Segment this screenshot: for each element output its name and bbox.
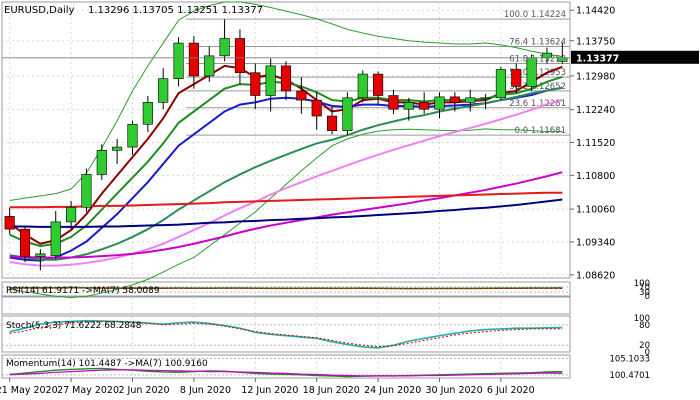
momentum-axis-label: 100.4701 (609, 371, 650, 381)
candle-body (342, 97, 353, 131)
stoch-line (9, 320, 563, 348)
moving-average-line (9, 191, 563, 209)
price-axis: 1.14420 1.13750 1.12980 1.12240 1.11520 1.108… (570, 6, 699, 281)
grid-layer (1, 1, 571, 379)
candle-body (265, 65, 276, 96)
rsi-line (9, 287, 563, 290)
candle-body (234, 38, 246, 74)
panel-frame (1, 315, 571, 353)
candle-body (296, 90, 307, 101)
candle-body (434, 96, 445, 110)
time-tick-label: 30 Jun 2020 (426, 385, 483, 396)
candle-body (35, 253, 46, 257)
candle-body (127, 123, 138, 148)
stoch-axis-label: 0 (645, 348, 650, 358)
candle-body (19, 228, 31, 257)
moving-average-line (9, 171, 563, 259)
candle-body (280, 65, 292, 92)
panel-frame (1, 1, 571, 279)
fib-level-label: 23.6 1.12281 (509, 99, 566, 109)
candle-body (480, 97, 491, 100)
rsi-axis-label: 0 (645, 292, 650, 302)
panel-frame (1, 296, 571, 315)
bollinger-band-lower (9, 128, 563, 299)
time-tick-label: 18 Jun 2020 (303, 385, 360, 396)
time-tick-label: 8 Jun 2020 (180, 385, 231, 396)
rsi-axis-label: 70 (639, 283, 650, 293)
momentum-label: Momentum(14) 101.4487 ->MA(7) 100.9160 (6, 359, 208, 369)
time-tick-label: 12 Jun 2020 (241, 385, 298, 396)
candle-body (219, 38, 230, 57)
time-tick-label: 21 May 2020 (0, 385, 58, 396)
stoch-axis-label: 100 (634, 314, 650, 324)
candle-body (388, 95, 399, 110)
ohlc-readout: 1.13296 1.13705 1.13251 1.13377 (88, 5, 263, 16)
candle-body (465, 97, 476, 103)
candle-body (112, 146, 123, 151)
candle-body (96, 149, 107, 175)
last-price-label: 1.13377 (576, 53, 619, 64)
price-tick-label: 1.14420 (576, 6, 615, 17)
fib-level-label: 50.0 1.12953 (509, 68, 566, 78)
stoch-axis-label: 80 (639, 321, 650, 331)
candle-body (81, 174, 92, 208)
candle-body (373, 73, 384, 96)
time-tick-label: 2 Jun 2020 (118, 385, 169, 396)
price-tick-label: 1.08620 (576, 270, 615, 281)
candle-body (449, 96, 460, 103)
fib-level-label: 76.4 1.13624 (509, 38, 566, 48)
candle-body (204, 55, 215, 77)
candle-body (4, 216, 15, 230)
candle-body (173, 42, 184, 79)
time-tick-label: 24 Jun 2020 (364, 385, 421, 396)
candle-body (511, 69, 522, 87)
candle-body (357, 73, 368, 99)
panel-frame (1, 354, 571, 379)
fib-level-label: 61.8 1.13253 (509, 54, 566, 64)
price-tick-label: 1.09340 (576, 237, 615, 248)
candle-body (557, 57, 568, 62)
candle-body (250, 72, 261, 96)
candle-body (158, 78, 169, 103)
candle-body (495, 69, 506, 99)
price-tick-label: 1.13750 (576, 36, 615, 47)
candle-body (541, 52, 553, 58)
candlesticks (2, 19, 570, 271)
candle-body (50, 221, 61, 256)
chart-title: EURUSD,Daily (4, 5, 75, 16)
candle-body (66, 206, 77, 223)
candle-body (311, 99, 322, 117)
stoch-label: Stoch(5,3,3) 71.6222 68.2848 (6, 321, 142, 331)
last-price-tag (571, 50, 699, 64)
stoch-axis-label: 20 (639, 341, 650, 351)
time-tick-label: 27 May 2020 (57, 385, 119, 396)
panel-frame (1, 281, 571, 297)
candle-body (403, 102, 414, 110)
candle-body (188, 42, 199, 77)
time-tick-label: 6 Jul 2020 (487, 385, 535, 396)
momentum-line (9, 369, 563, 377)
candle-body (326, 115, 338, 131)
moving-average-line (9, 198, 563, 228)
candle-body (419, 102, 430, 110)
price-tick-label: 1.10800 (576, 171, 615, 182)
candle-body (526, 57, 537, 87)
time-axis: 21 May 2020 27 May 2020 2 Jun 2020 8 Jun 20… (0, 378, 535, 396)
momentum-axis-label: 105.1033 (609, 354, 650, 364)
candle-body (142, 102, 153, 125)
momentum-line (9, 367, 563, 378)
price-tick-label: 1.12980 (576, 71, 615, 82)
rsi-label: RSI(14) 61.9171 ->MA(7) 58.0089 (6, 286, 160, 296)
price-tick-label: 1.12240 (576, 105, 615, 116)
price-tick-label: 1.10060 (576, 205, 615, 216)
moving-average-line (9, 99, 563, 267)
rsi-axis-label: 100 (634, 279, 650, 289)
price-tick-label: 1.11520 (576, 138, 615, 149)
rsi-axis-label: 30 (639, 288, 650, 298)
fib-level-label: 100.0 1.14224 (504, 10, 566, 20)
